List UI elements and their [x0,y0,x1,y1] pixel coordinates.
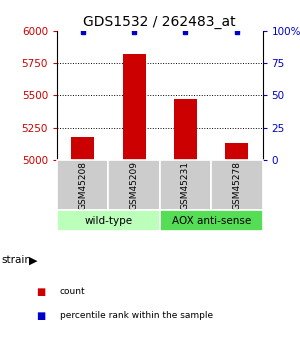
Bar [160,210,262,231]
Text: GSM45209: GSM45209 [130,161,139,210]
Text: strain: strain [2,256,31,265]
Bar [108,160,160,210]
Bar [174,99,197,160]
Text: GSM45278: GSM45278 [232,161,241,210]
Text: GSM45231: GSM45231 [181,161,190,210]
Bar [122,54,146,160]
Bar [57,160,108,210]
Text: wild-type: wild-type [84,216,132,226]
Text: percentile rank within the sample: percentile rank within the sample [60,311,213,320]
Title: GDS1532 / 262483_at: GDS1532 / 262483_at [83,14,236,29]
Text: GSM45208: GSM45208 [78,161,87,210]
Bar [160,160,211,210]
Bar [211,160,262,210]
Bar [225,143,248,160]
Bar [57,210,160,231]
Text: ■: ■ [36,311,45,321]
Text: count: count [60,287,85,296]
Text: AOX anti-sense: AOX anti-sense [172,216,251,226]
Bar [71,137,94,160]
Text: ▶: ▶ [28,256,37,265]
Text: ■: ■ [36,287,45,296]
